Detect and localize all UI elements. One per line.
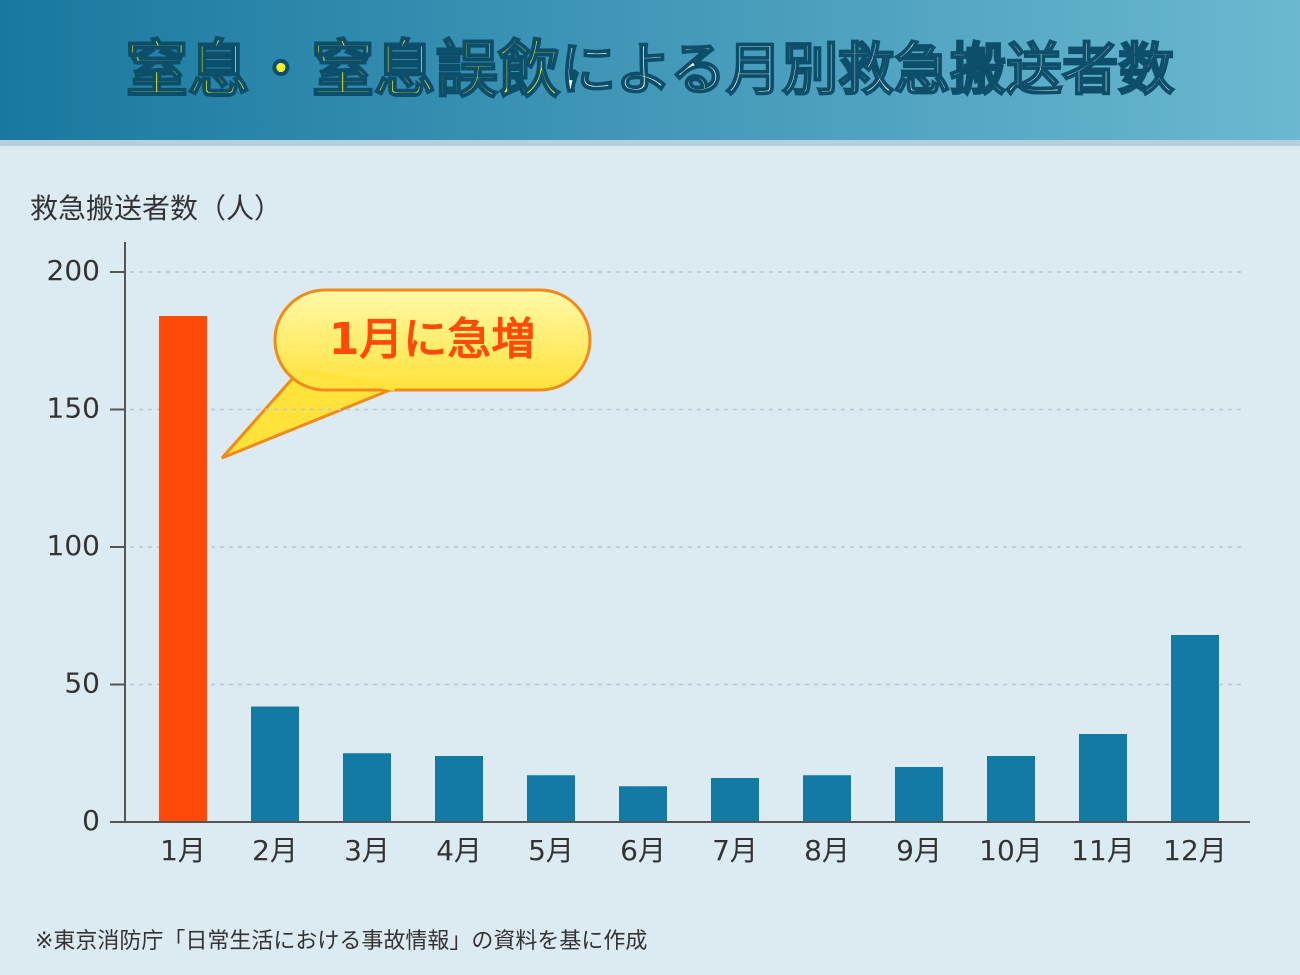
bar xyxy=(987,756,1035,822)
annotation: 1月に急増 xyxy=(329,314,536,365)
bar xyxy=(527,775,575,822)
chart-title: 窒息・窒息誤飲による月別救急搬送者数 xyxy=(126,33,1174,106)
callout-join xyxy=(301,369,396,391)
y-axis-label: 救急搬送者数（人） xyxy=(30,192,282,225)
x-tick-label: 3月 xyxy=(344,834,390,867)
x-tick-label: 1月 xyxy=(160,834,206,867)
x-tick-label: 8月 xyxy=(804,834,850,867)
x-tick-label: 6月 xyxy=(620,834,666,867)
footnote: ※東京消防庁「日常生活における事故情報」の資料を基に作成 xyxy=(35,929,647,954)
bar xyxy=(619,786,667,822)
bar xyxy=(251,706,299,822)
header-shadow xyxy=(0,140,1300,146)
y-tick-label: 50 xyxy=(64,667,100,700)
y-tick-label: 100 xyxy=(47,529,100,562)
x-tick-label: 4月 xyxy=(436,834,482,867)
bar xyxy=(711,778,759,822)
bar xyxy=(1079,734,1127,822)
bar xyxy=(1171,635,1219,822)
bar xyxy=(895,767,943,822)
y-tick-label: 150 xyxy=(47,392,100,425)
x-tick-label: 11月 xyxy=(1071,834,1135,867)
bar xyxy=(435,756,483,822)
header xyxy=(0,0,1300,140)
x-tick-label: 9月 xyxy=(896,834,942,867)
title-highlight: 窒息・窒息誤飲 xyxy=(126,33,561,106)
y-tick-label: 0 xyxy=(82,804,100,837)
x-tick-label: 12月 xyxy=(1163,834,1227,867)
bar xyxy=(803,775,851,822)
x-tick-label: 7月 xyxy=(712,834,758,867)
x-tick-label: 5月 xyxy=(528,834,574,867)
title-rest: による月別救急搬送者数 xyxy=(560,38,1174,103)
x-tick-label: 10月 xyxy=(979,834,1043,867)
callout-bubble xyxy=(273,288,592,392)
x-tick-label: 2月 xyxy=(252,834,298,867)
bar xyxy=(159,316,207,822)
y-tick-label: 200 xyxy=(47,254,100,287)
bar xyxy=(343,753,391,822)
